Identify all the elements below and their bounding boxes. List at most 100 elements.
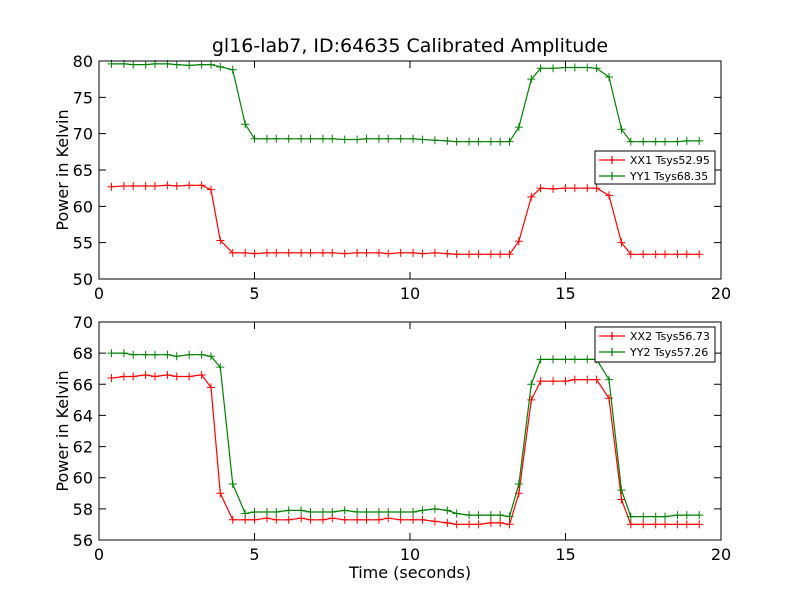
top-data-point bbox=[527, 192, 536, 201]
top-data-point bbox=[605, 72, 614, 81]
bottom-data-point bbox=[141, 370, 150, 379]
top-data-point bbox=[661, 137, 670, 146]
top-data-point bbox=[486, 250, 495, 259]
top-data-point bbox=[409, 248, 418, 257]
bottom-legend-label: YY2 Tsys57.26 bbox=[629, 346, 708, 359]
bottom-data-point bbox=[409, 507, 418, 516]
bottom-data-point bbox=[430, 517, 439, 526]
bottom-data-point bbox=[651, 512, 660, 521]
top-legend-box bbox=[594, 150, 716, 185]
top-data-point bbox=[241, 120, 250, 129]
top-data-point bbox=[695, 136, 704, 145]
bottom-data-point bbox=[695, 520, 704, 529]
top-data-point bbox=[328, 134, 337, 143]
bottom-data-point bbox=[241, 509, 250, 518]
bottom-series-1 bbox=[107, 370, 704, 529]
top-data-point bbox=[452, 250, 461, 259]
bottom-data-point bbox=[527, 380, 536, 389]
bottom-x-tick-label: 10 bbox=[400, 545, 420, 564]
top-data-point bbox=[514, 237, 523, 246]
bottom-data-point bbox=[570, 375, 579, 384]
bottom-data-point bbox=[661, 520, 670, 529]
top-data-point bbox=[465, 137, 474, 146]
top-data-point bbox=[172, 60, 181, 69]
bottom-data-point bbox=[206, 383, 215, 392]
top-legend-label: YY1 Tsys68.35 bbox=[629, 170, 708, 183]
bottom-data-point bbox=[216, 489, 225, 498]
bottom-data-point bbox=[486, 518, 495, 527]
top-data-point bbox=[430, 248, 439, 257]
bottom-data-point bbox=[617, 486, 626, 495]
top-data-point bbox=[443, 136, 452, 145]
bottom-data-point bbox=[505, 512, 514, 521]
top-data-point bbox=[206, 185, 215, 194]
bottom-data-point bbox=[639, 512, 648, 521]
top-data-point bbox=[272, 134, 281, 143]
top-series-2 bbox=[107, 59, 704, 146]
bottom-data-point bbox=[250, 515, 259, 524]
top-data-point bbox=[374, 134, 383, 143]
bottom-data-point bbox=[306, 507, 315, 516]
bottom-data-point bbox=[443, 506, 452, 515]
bottom-data-point bbox=[119, 349, 128, 358]
top-y-axis-label: Power in Kelvin bbox=[53, 109, 72, 230]
top-data-point bbox=[353, 135, 362, 144]
top-data-point bbox=[695, 250, 704, 259]
top-data-point bbox=[262, 134, 271, 143]
bottom-data-point bbox=[409, 515, 418, 524]
bottom-data-point bbox=[340, 515, 349, 524]
bottom-data-point bbox=[129, 372, 138, 381]
bottom-data-point bbox=[486, 511, 495, 520]
bottom-y-tick-label: 60 bbox=[73, 469, 93, 488]
bottom-x-tick-label: 5 bbox=[249, 545, 259, 564]
bottom-data-point bbox=[452, 520, 461, 529]
top-data-point bbox=[129, 181, 138, 190]
top-data-point bbox=[107, 182, 116, 191]
top-data-point bbox=[362, 248, 371, 257]
top-data-point bbox=[241, 248, 250, 257]
top-data-point bbox=[514, 123, 523, 132]
bottom-data-point bbox=[362, 515, 371, 524]
top-data-point bbox=[474, 250, 483, 259]
top-data-point bbox=[496, 250, 505, 259]
bottom-data-point bbox=[592, 375, 601, 384]
bottom-x-tick-label: 20 bbox=[711, 545, 731, 564]
top-data-point bbox=[340, 249, 349, 258]
bottom-data-point bbox=[129, 350, 138, 359]
bottom-data-point bbox=[172, 372, 181, 381]
bottom-data-point bbox=[197, 370, 206, 379]
top-data-point bbox=[284, 248, 293, 257]
top-data-point bbox=[549, 64, 558, 73]
bottom-data-point bbox=[362, 507, 371, 516]
top-data-point bbox=[561, 184, 570, 193]
top-data-point bbox=[396, 134, 405, 143]
top-data-point bbox=[465, 250, 474, 259]
bottom-data-point bbox=[197, 350, 206, 359]
bottom-data-point bbox=[639, 520, 648, 529]
top-data-point bbox=[592, 64, 601, 73]
top-data-point bbox=[262, 248, 271, 257]
top-data-point bbox=[418, 249, 427, 258]
top-legend-swatch bbox=[599, 172, 625, 180]
top-data-point bbox=[318, 134, 327, 143]
top-data-point bbox=[673, 250, 682, 259]
top-data-point bbox=[216, 236, 225, 245]
bottom-legend: XX2 Tsys56.73 YY2 Tsys57.26 bbox=[594, 326, 716, 363]
bottom-data-point bbox=[418, 506, 427, 515]
top-data-point bbox=[605, 191, 614, 200]
bottom-legend-label: XX2 Tsys56.73 bbox=[630, 330, 710, 343]
top-x-tick-label: 10 bbox=[400, 284, 420, 303]
bottom-legend-box bbox=[594, 326, 716, 363]
top-data-point bbox=[328, 248, 337, 257]
bottom-data-point bbox=[651, 520, 660, 529]
bottom-data-point bbox=[536, 355, 545, 364]
bottom-data-point bbox=[561, 355, 570, 364]
bottom-data-point bbox=[353, 515, 362, 524]
bottom-data-point bbox=[107, 349, 116, 358]
top-legend: XX1 Tsys52.95 YY1 Tsys68.35 bbox=[594, 150, 716, 185]
bottom-x-tick-label: 0 bbox=[94, 545, 104, 564]
top-series-line-2 bbox=[111, 63, 700, 143]
top-x-tick-label: 15 bbox=[555, 284, 575, 303]
bottom-data-point bbox=[418, 515, 427, 524]
top-legend-swatch bbox=[599, 156, 625, 164]
